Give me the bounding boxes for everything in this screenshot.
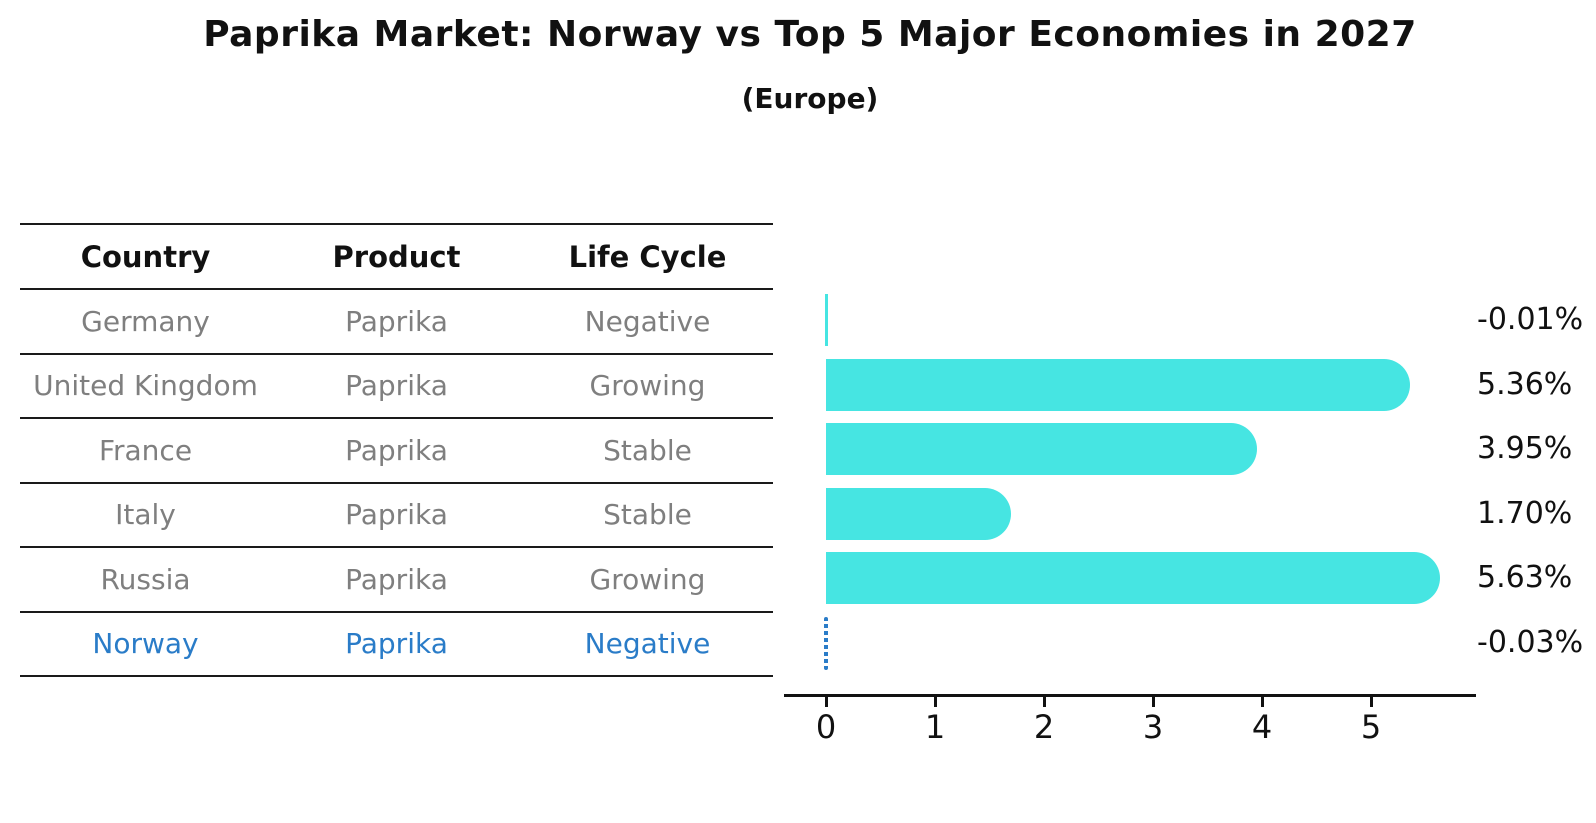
bar-italy — [826, 487, 1012, 540]
table-row: Germany Paprika Negative — [20, 290, 773, 355]
table-row: France Paprika Stable — [20, 419, 773, 484]
x-axis-tick-mark — [1261, 696, 1264, 707]
x-axis-tick-mark — [1152, 696, 1155, 707]
table-cell-country: Germany — [81, 304, 210, 338]
bar-united-kingdom — [826, 358, 1411, 411]
table-cell-product: Paprika — [345, 369, 448, 403]
chart-subtitle: (Europe) — [741, 82, 879, 115]
table-row: Russia Paprika Growing — [20, 548, 773, 613]
table-cell-country: France — [98, 433, 193, 467]
table-header-lifecycle: Life Cycle — [568, 239, 727, 274]
table-cell-country: Italy — [115, 498, 176, 532]
table-header-country: Country — [80, 239, 211, 274]
table-cell-country: Norway — [92, 627, 199, 661]
bar-germany — [825, 294, 828, 346]
bar-value-label: 5.36% — [1477, 366, 1573, 402]
table-row: Italy Paprika Stable — [20, 484, 773, 548]
bar-france — [826, 423, 1257, 476]
chart-title: Paprika Market: Norway vs Top 5 Major Ec… — [203, 14, 1417, 55]
table-cell-product: Paprika — [345, 433, 448, 467]
bar-value-label: 5.63% — [1477, 560, 1573, 596]
x-axis-line — [784, 694, 1476, 697]
table-cell-country: Russia — [100, 562, 191, 596]
bar-value-label: -0.01% — [1477, 302, 1584, 337]
x-axis-tick-mark — [934, 696, 937, 707]
table-cell-life-cycle: Stable — [603, 433, 692, 467]
table-cell-country: United Kingdom — [33, 369, 258, 403]
bar-russia — [826, 552, 1440, 605]
bar-value-label: -0.03% — [1477, 625, 1584, 660]
bar-value-label: 1.70% — [1477, 495, 1573, 531]
x-axis-tick-label: 1 — [924, 708, 946, 746]
x-axis-tick-label: 4 — [1251, 708, 1273, 746]
table-cell-product: Paprika — [345, 627, 448, 661]
bar-norway-dotted-marker — [824, 617, 828, 670]
table-cell-product: Paprika — [345, 562, 448, 596]
table-cell-life-cycle: Growing — [589, 369, 706, 403]
x-axis-tick-label: 0 — [815, 708, 837, 746]
x-axis-tick-label: 2 — [1033, 708, 1055, 746]
table-cell-life-cycle: Negative — [584, 304, 711, 338]
table-header-product: Product — [332, 239, 461, 274]
table-cell-life-cycle: Growing — [589, 562, 706, 596]
table-cell-product: Paprika — [345, 304, 448, 338]
x-axis-tick-mark — [825, 696, 828, 707]
table-cell-life-cycle: Negative — [584, 627, 711, 661]
table-cell-life-cycle: Stable — [603, 498, 692, 532]
table-cell-product: Paprika — [345, 498, 448, 532]
table-row: Norway Paprika Negative — [20, 613, 773, 677]
bar-value-label: 3.95% — [1477, 431, 1573, 467]
table-row: United Kingdom Paprika Growing — [20, 355, 773, 419]
country-table: Country Product Life Cycle Germany Paprik… — [20, 223, 773, 677]
x-axis-tick-mark — [1043, 696, 1046, 707]
table-header-row: Country Product Life Cycle — [20, 223, 773, 290]
x-axis-tick-label: 3 — [1142, 708, 1164, 746]
table-body: Germany Paprika Negative United Kingdom Papr… — [20, 290, 773, 677]
x-axis-tick-mark — [1370, 696, 1373, 707]
x-axis-tick-label: 5 — [1360, 708, 1382, 746]
